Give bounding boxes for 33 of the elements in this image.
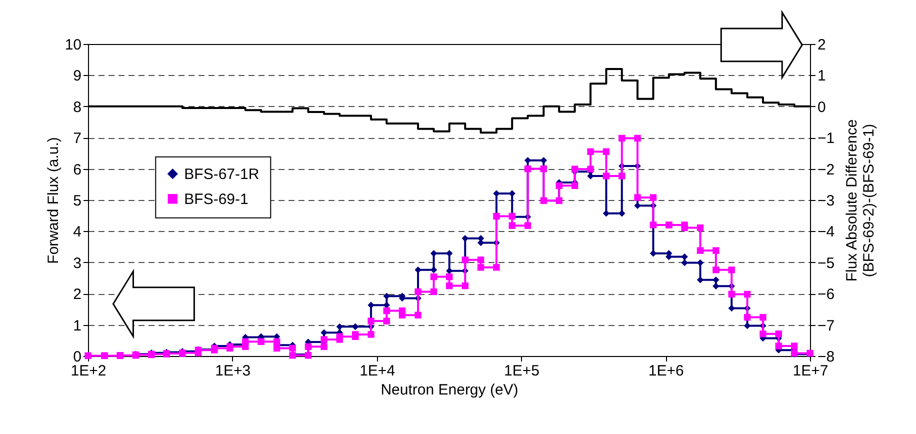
y-tick-label: 8 bbox=[73, 98, 82, 116]
y-tick-label: 2 bbox=[73, 286, 82, 304]
y2-tick-label: −6 bbox=[818, 286, 835, 304]
y2-tick-label: −7 bbox=[818, 317, 835, 334]
y-tick-label: 3 bbox=[73, 254, 82, 272]
y2-tick-label: −1 bbox=[818, 130, 835, 148]
y2-axis-title: Flux Absolute Difference (BFS-69-2)-(BFS-69-1) bbox=[844, 119, 878, 282]
y2-tick-label: −2 bbox=[818, 161, 835, 178]
x-tick-label: 1E+4 bbox=[360, 362, 396, 380]
legend-label: BFS-69-1 bbox=[184, 190, 248, 208]
y2-tick-label: 1 bbox=[818, 68, 826, 85]
y2-tick-label: −5 bbox=[818, 254, 835, 272]
y-tick-label: 4 bbox=[73, 224, 82, 241]
x-tick-label: 1E+6 bbox=[648, 362, 684, 380]
y2-tick-label: 0 bbox=[818, 98, 826, 116]
x-tick-label: 1E+2 bbox=[70, 362, 106, 380]
y-tick-label: 0 bbox=[73, 348, 82, 366]
y-tick-label: 5 bbox=[73, 192, 82, 210]
y-axis-title: Forward Flux (a.u.) bbox=[44, 137, 62, 264]
y-tick-label: 9 bbox=[73, 68, 82, 85]
y-tick-label: 6 bbox=[73, 161, 82, 178]
y-tick-label: 1 bbox=[73, 317, 82, 334]
y2-tick-label: −4 bbox=[818, 224, 835, 241]
x-tick-label: 1E+5 bbox=[504, 362, 540, 380]
legend-label: BFS-67-1R bbox=[184, 166, 260, 183]
x-tick-label: 1E+7 bbox=[792, 362, 828, 380]
y-tick-label: 10 bbox=[64, 36, 82, 54]
y2-tick-label: 2 bbox=[818, 36, 826, 54]
x-axis-title: Neutron Energy (eV) bbox=[380, 382, 518, 398]
y-tick-label: 7 bbox=[73, 130, 82, 148]
y2-tick-label: −3 bbox=[818, 192, 835, 210]
y2-tick-label: −8 bbox=[818, 348, 835, 366]
x-tick-label: 1E+3 bbox=[215, 362, 251, 380]
